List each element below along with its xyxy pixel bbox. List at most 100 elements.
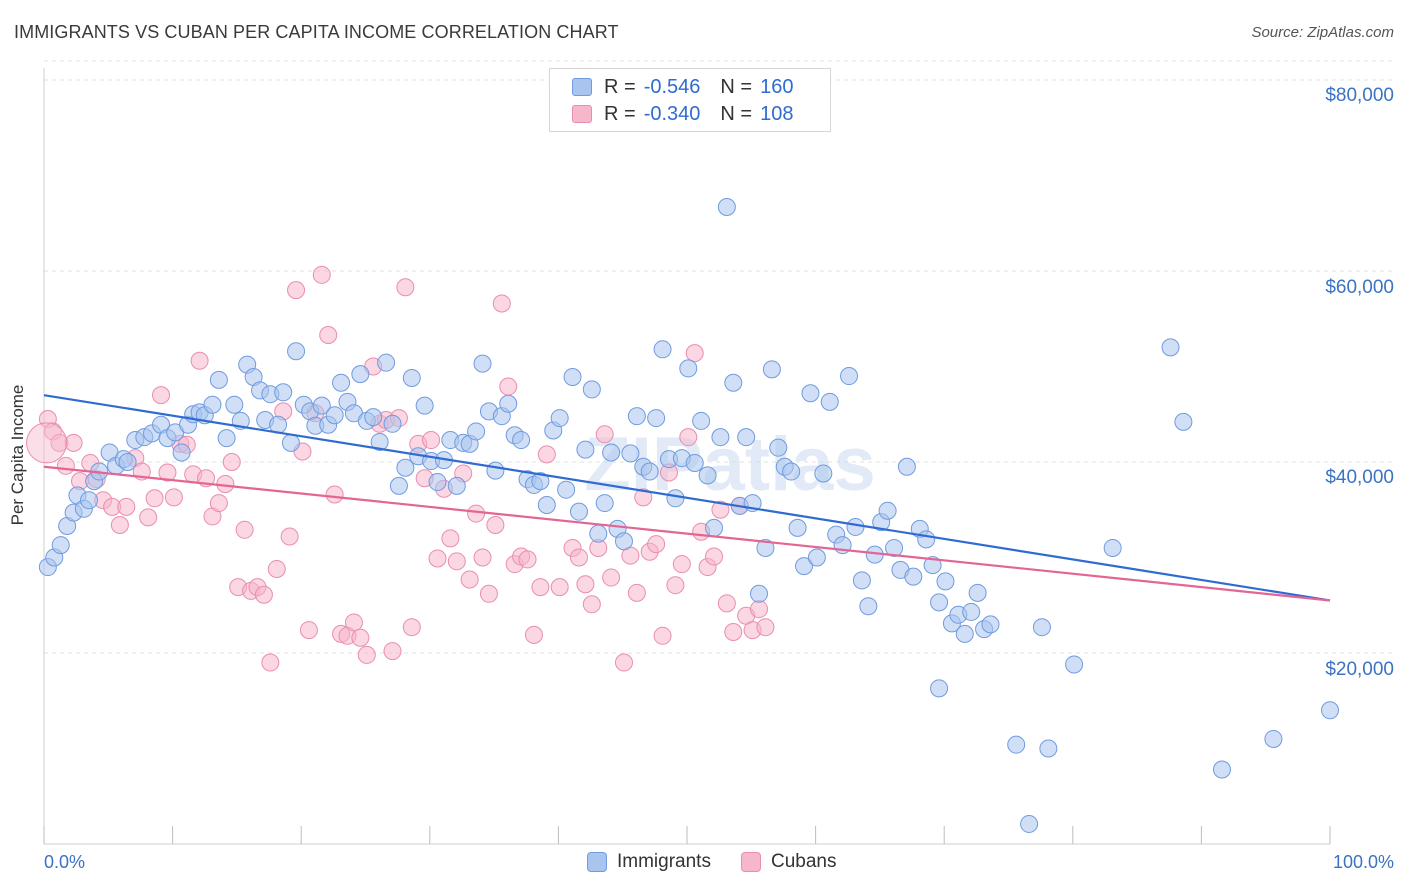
- legend-r-value: -0.546: [643, 75, 701, 98]
- legend-label-cubans: Cubans: [770, 851, 837, 872]
- immigrants-point: [80, 491, 99, 510]
- y-tick-label: $80,000: [1325, 85, 1394, 106]
- immigrants-point: [647, 409, 666, 428]
- immigrants-point: [981, 615, 1000, 634]
- cubans-point: [402, 618, 421, 637]
- immigrants-point: [563, 368, 582, 387]
- cubans-point: [614, 653, 633, 672]
- immigrants-point: [595, 494, 614, 513]
- legend-label-immigrants: Immigrants: [617, 851, 711, 872]
- immigrants-point: [1039, 739, 1058, 758]
- cubans-point: [64, 433, 83, 452]
- chart-title: IMMIGRANTS VS CUBAN PER CAPITA INCOME CO…: [14, 22, 619, 42]
- cubans-point: [479, 584, 498, 603]
- cubans-point: [705, 547, 724, 566]
- cubans-point: [447, 552, 466, 571]
- cubans-point: [750, 600, 769, 619]
- immigrants-point: [1103, 538, 1122, 557]
- immigrants-point: [685, 453, 704, 472]
- cubans-point: [422, 431, 441, 450]
- cubans-point: [492, 294, 511, 313]
- immigrants-point: [364, 408, 383, 427]
- immigrants-point: [769, 438, 788, 457]
- immigrants-point: [1007, 735, 1026, 754]
- immigrants-point: [840, 367, 859, 386]
- immigrants-point: [51, 536, 70, 555]
- immigrants-point: [724, 373, 743, 392]
- immigrants-point: [1065, 655, 1084, 674]
- immigrants-point: [930, 679, 949, 698]
- cubans-point: [139, 508, 158, 527]
- cubans-point: [627, 583, 646, 602]
- cubans-point: [595, 425, 614, 444]
- immigrants-point: [621, 444, 640, 463]
- cubans-point: [351, 628, 370, 647]
- immigrants-point: [820, 392, 839, 411]
- x-tick-label-end: 100.0%: [1332, 852, 1394, 872]
- immigrants-point: [428, 473, 447, 492]
- immigrants-point: [467, 422, 486, 441]
- immigrants-points: [38, 198, 1339, 833]
- immigrants-point: [389, 476, 408, 495]
- cubans-point: [653, 626, 672, 645]
- immigrants-point: [711, 428, 730, 447]
- legend-row-cubans: R = -0.340 N = 108: [572, 102, 793, 126]
- immigrants-point: [325, 406, 344, 425]
- cubans-point: [56, 456, 75, 475]
- cubans-point: [110, 516, 129, 535]
- immigrants-point: [602, 443, 621, 462]
- cubans-point: [467, 504, 486, 523]
- immigrants-point: [1032, 618, 1051, 637]
- cubans-point: [235, 520, 254, 539]
- immigrants-point: [1161, 338, 1180, 357]
- legend-n-label: N =: [720, 102, 753, 125]
- immigrants-point: [788, 518, 807, 537]
- immigrants-point: [312, 396, 331, 415]
- legend-item-cubans: Cubans: [740, 851, 837, 873]
- immigrants-point: [795, 557, 814, 576]
- immigrants-point: [801, 384, 820, 403]
- immigrants-point: [627, 407, 646, 426]
- cubans-point: [717, 594, 736, 613]
- cubans-point: [117, 497, 136, 516]
- immigrants-point: [679, 359, 698, 378]
- legend-item-immigrants: Immigrants: [587, 851, 711, 873]
- cubans-point: [299, 621, 318, 640]
- trend-lines: [43, 394, 1331, 602]
- y-axis-label: Per Capita Income: [8, 384, 27, 526]
- immigrants-point: [589, 524, 608, 543]
- immigrants-point: [782, 462, 801, 481]
- immigrants-point: [209, 370, 228, 389]
- cubans-point: [357, 645, 376, 664]
- immigrants-point: [930, 593, 949, 612]
- cubans-point: [145, 489, 164, 508]
- cubans-point: [428, 549, 447, 568]
- immigrants-point: [717, 198, 736, 217]
- immigrants-point: [332, 373, 351, 392]
- cubans-point: [383, 642, 402, 661]
- immigrants-point: [897, 457, 916, 476]
- cubans-point: [222, 453, 241, 471]
- immigrants-point: [1174, 412, 1193, 431]
- legend-row-immigrants: R = -0.546 N = 160: [572, 75, 793, 99]
- cubans-point: [280, 527, 299, 546]
- immigrants-point: [885, 538, 904, 557]
- legend-r-label: R =: [604, 75, 636, 98]
- cubans-point: [486, 516, 505, 535]
- immigrants-point: [762, 360, 781, 379]
- cubans-point: [524, 625, 543, 644]
- cubans-point: [152, 386, 171, 405]
- cubans-point: [164, 488, 183, 507]
- immigrants-point: [859, 597, 878, 616]
- immigrants-point: [569, 502, 588, 521]
- immigrants-point: [1264, 729, 1283, 748]
- cubans-point: [254, 585, 273, 604]
- immigrants-point: [807, 548, 826, 567]
- cubans-point: [441, 529, 460, 548]
- immigrants-point: [118, 453, 137, 471]
- immigrants-point: [576, 440, 595, 459]
- immigrants-point: [550, 409, 569, 428]
- cubans-point: [666, 576, 685, 595]
- legend-r-value: -0.340: [643, 102, 701, 125]
- chart-source: Source: ZipAtlas.com: [1251, 24, 1394, 41]
